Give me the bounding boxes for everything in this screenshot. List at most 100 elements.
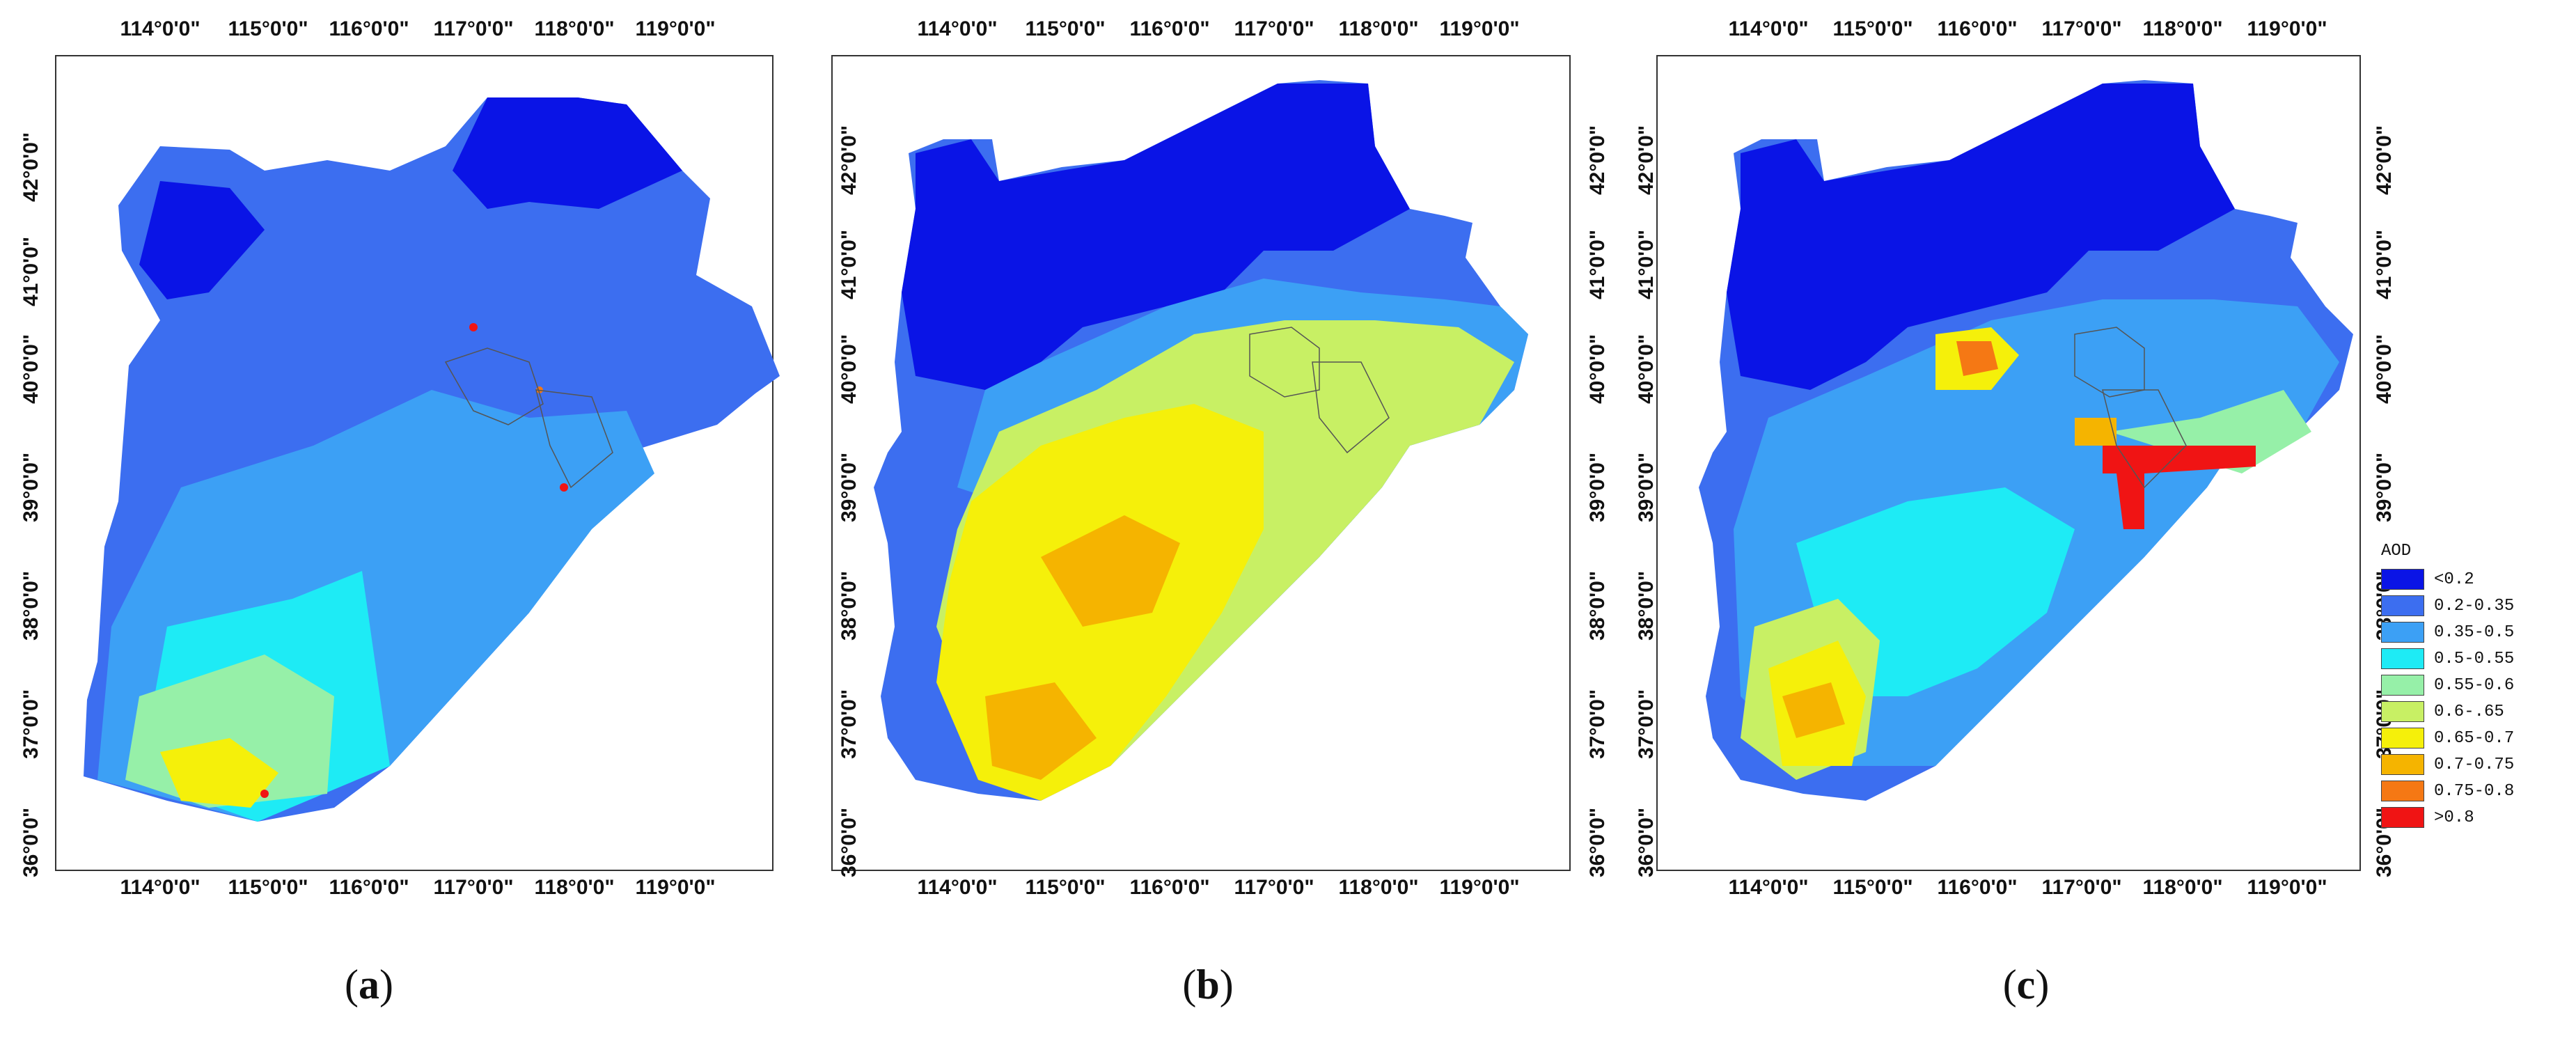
lon-tick-label: 115°0'0": [1025, 17, 1106, 40]
lat-tick-label: 38°0'0": [1635, 570, 1658, 641]
lon-tick-label: 117°0'0": [2041, 876, 2122, 899]
lat-tick-label: 39°0'0": [19, 452, 42, 523]
lon-tick-label: 117°0'0": [433, 17, 514, 40]
lat-tick-label: 39°0'0": [1635, 452, 1658, 523]
map-frame: [831, 55, 1571, 871]
panel-caption-c: (c): [2002, 962, 2050, 1008]
lon-tick-label: 117°0'0": [1234, 876, 1314, 899]
legend-label: 0.65-0.7: [2434, 728, 2515, 748]
region-fill: [84, 97, 780, 822]
panel-caption-b: (b): [1182, 962, 1234, 1008]
lon-tick-label: 114°0'0": [1728, 876, 1809, 899]
lat-tick-label: 38°0'0": [838, 570, 861, 641]
map-panel-a: 114°0'0" 115°0'0" 116°0'0" 117°0'0" 118°…: [0, 0, 835, 1050]
aod-legend: AOD <0.2 0.2-0.35 0.35-0.5 0.5-0.55 0.55-0.6…: [2381, 542, 2562, 831]
lon-tick-label: 118°0'0": [534, 17, 615, 40]
map-panel-b: 114°0'0" 115°0'0" 116°0'0" 117°0'0" 118°…: [831, 0, 1667, 1050]
aod-map-a: [55, 55, 780, 871]
lon-tick-label: 115°0'0": [1832, 876, 1913, 899]
lon-tick-label: 115°0'0": [228, 17, 308, 40]
lat-tick-label: 41°0'0": [1586, 229, 1609, 300]
legend-swatch: [2381, 754, 2424, 775]
legend-label: <0.2: [2434, 570, 2474, 589]
lat-tick-label: 37°0'0": [1635, 689, 1658, 760]
lat-tick-label: 37°0'0": [19, 689, 42, 760]
legend-label: 0.7-0.75: [2434, 755, 2515, 774]
lon-tick-label: 118°0'0": [2142, 876, 2223, 899]
lat-tick-label: 40°0'0": [838, 334, 861, 405]
lat-tick-label: 42°0'0": [2373, 125, 2396, 196]
lon-tick-label: 118°0'0": [1338, 17, 1419, 40]
lon-tick-label: 114°0'0": [120, 876, 201, 899]
map-panel-c: 114°0'0" 115°0'0" 116°0'0" 117°0'0" 118°…: [1635, 0, 2492, 1050]
lon-tick-label: 119°0'0": [1439, 876, 1520, 899]
lat-tick-label: 38°0'0": [1586, 570, 1609, 641]
lon-tick-label: 117°0'0": [433, 876, 514, 899]
legend-item: 0.65-0.7: [2381, 725, 2562, 751]
lon-tick-label: 116°0'0": [1937, 876, 2018, 899]
panel-caption-a: (a): [345, 962, 393, 1008]
lon-tick-label: 116°0'0": [329, 876, 409, 899]
legend-swatch: [2381, 648, 2424, 669]
lon-tick-label: 117°0'0": [2041, 17, 2122, 40]
lat-tick-label: 40°0'0": [1635, 334, 1658, 405]
legend-swatch: [2381, 569, 2424, 590]
lat-tick-label: 42°0'0": [838, 125, 861, 196]
legend-swatch: [2381, 728, 2424, 749]
legend-item: 0.35-0.5: [2381, 619, 2562, 645]
lat-tick-label: 37°0'0": [1586, 689, 1609, 760]
region-fill: [1699, 80, 2353, 801]
province-boundaries: [444, 347, 613, 489]
lat-tick-label: 36°0'0": [1586, 807, 1609, 878]
lat-tick-label: 41°0'0": [2373, 229, 2396, 300]
legend-label: 0.55-0.6: [2434, 675, 2515, 695]
lat-tick-label: 42°0'0": [19, 132, 42, 203]
legend-swatch: [2381, 675, 2424, 696]
lat-tick-label: 42°0'0": [1635, 125, 1658, 196]
lat-tick-label: 41°0'0": [838, 229, 861, 300]
legend-item: >0.8: [2381, 804, 2562, 831]
map-frame: [55, 55, 773, 871]
legend-swatch: [2381, 595, 2424, 616]
legend-item: 0.2-0.35: [2381, 593, 2562, 619]
lon-tick-label: 119°0'0": [1439, 17, 1520, 40]
lon-tick-label: 117°0'0": [1234, 17, 1314, 40]
province-boundaries: [1249, 327, 1390, 454]
legend-items: <0.2 0.2-0.35 0.35-0.5 0.5-0.55 0.55-0.6 0.6-…: [2381, 566, 2562, 831]
lon-tick-label: 119°0'0": [2247, 876, 2327, 899]
region-fill: [874, 80, 1528, 801]
lon-tick-label: 118°0'0": [2142, 17, 2223, 40]
lat-tick-label: 42°0'0": [1586, 125, 1609, 196]
lat-tick-label: 36°0'0": [1635, 807, 1658, 878]
lon-tick-label: 114°0'0": [1728, 17, 1809, 40]
lat-tick-label: 41°0'0": [19, 236, 42, 307]
legend-item: 0.6-.65: [2381, 698, 2562, 725]
legend-item: 0.55-0.6: [2381, 672, 2562, 698]
lon-tick-label: 114°0'0": [120, 17, 201, 40]
lon-tick-label: 115°0'0": [1025, 876, 1106, 899]
legend-swatch: [2381, 781, 2424, 801]
legend-item: 0.7-0.75: [2381, 751, 2562, 778]
legend-swatch: [2381, 701, 2424, 722]
lat-tick-label: 40°0'0": [2373, 334, 2396, 405]
lon-tick-label: 115°0'0": [228, 876, 308, 899]
lon-tick-label: 119°0'0": [2247, 17, 2327, 40]
lon-tick-label: 115°0'0": [1832, 17, 1913, 40]
legend-label: 0.6-.65: [2434, 702, 2504, 721]
lon-tick-label: 119°0'0": [635, 876, 716, 899]
lon-tick-label: 118°0'0": [534, 876, 615, 899]
legend-label: 0.35-0.5: [2434, 622, 2515, 642]
aod-map-c: [1656, 55, 2361, 871]
lat-tick-label: 41°0'0": [1635, 229, 1658, 300]
lat-tick-label: 36°0'0": [838, 807, 861, 878]
legend-item: <0.2: [2381, 566, 2562, 593]
map-frame: [1656, 55, 2361, 871]
lat-tick-label: 39°0'0": [838, 452, 861, 523]
lon-tick-label: 119°0'0": [635, 17, 716, 40]
province-boundaries: [2074, 327, 2187, 489]
legend-title: AOD: [2381, 542, 2412, 561]
lat-tick-label: 36°0'0": [19, 807, 42, 878]
legend-item: 0.75-0.8: [2381, 778, 2562, 804]
lon-tick-label: 114°0'0": [917, 876, 998, 899]
lon-tick-label: 116°0'0": [329, 17, 409, 40]
